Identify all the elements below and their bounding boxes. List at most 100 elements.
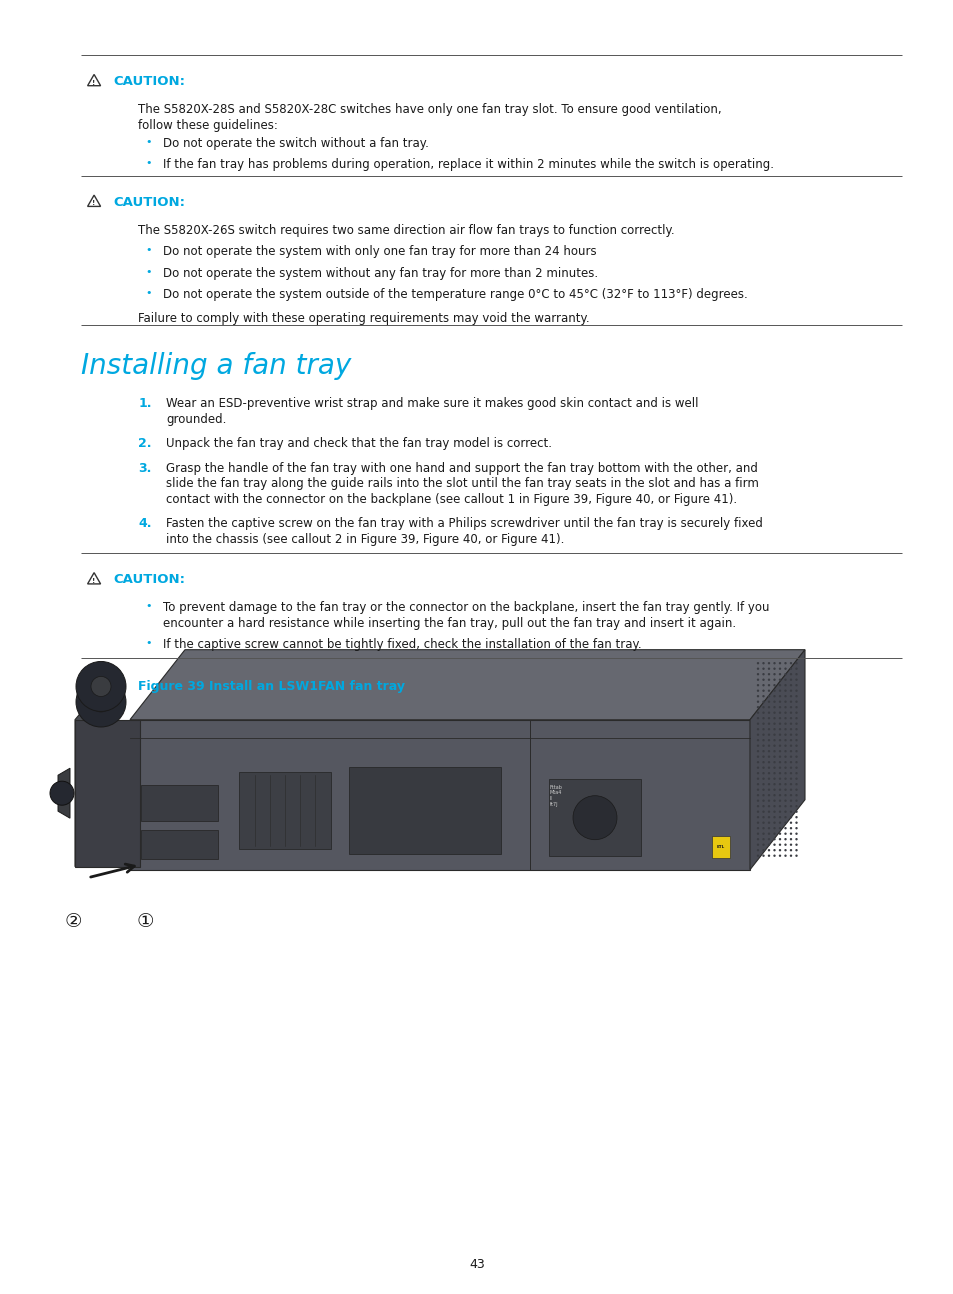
Circle shape: [789, 744, 791, 747]
Circle shape: [783, 795, 786, 796]
Circle shape: [761, 783, 764, 785]
Text: !: !: [92, 577, 95, 584]
Text: •: •: [145, 638, 152, 648]
Circle shape: [795, 766, 797, 769]
Circle shape: [778, 668, 781, 670]
Text: follow these guidelines:: follow these guidelines:: [138, 119, 278, 132]
Circle shape: [767, 822, 769, 824]
Text: Grasp the handle of the fan tray with one hand and support the fan tray bottom w: Grasp the handle of the fan tray with on…: [166, 462, 758, 475]
Circle shape: [783, 822, 786, 824]
Circle shape: [795, 695, 797, 697]
Circle shape: [773, 739, 775, 741]
Circle shape: [761, 751, 764, 752]
Circle shape: [795, 788, 797, 791]
Circle shape: [756, 712, 759, 714]
Circle shape: [795, 832, 797, 835]
Circle shape: [773, 717, 775, 719]
Circle shape: [767, 729, 769, 730]
Circle shape: [789, 700, 791, 703]
Text: CAUTION:: CAUTION:: [113, 573, 185, 586]
Text: 4.: 4.: [138, 518, 152, 531]
Circle shape: [783, 717, 786, 719]
Circle shape: [761, 839, 764, 840]
Circle shape: [789, 844, 791, 846]
Circle shape: [778, 805, 781, 807]
Text: !: !: [92, 79, 95, 85]
Circle shape: [783, 673, 786, 675]
Circle shape: [761, 756, 764, 758]
Circle shape: [789, 849, 791, 851]
Circle shape: [773, 766, 775, 769]
Text: If the captive screw cannot be tightly fixed, check the installation of the fan : If the captive screw cannot be tightly f…: [163, 638, 641, 651]
Circle shape: [767, 805, 769, 807]
Circle shape: [789, 695, 791, 697]
Circle shape: [773, 827, 775, 829]
Text: •: •: [145, 602, 152, 611]
Circle shape: [773, 761, 775, 763]
Circle shape: [773, 673, 775, 675]
Circle shape: [767, 663, 769, 664]
Text: •: •: [145, 158, 152, 168]
Circle shape: [756, 707, 759, 708]
Circle shape: [761, 854, 764, 857]
Circle shape: [778, 810, 781, 813]
Circle shape: [795, 783, 797, 785]
FancyBboxPatch shape: [141, 785, 218, 820]
Text: Failure to comply with these operating requirements may void the warranty.: Failure to comply with these operating r…: [138, 312, 589, 325]
Circle shape: [767, 690, 769, 692]
Circle shape: [783, 663, 786, 664]
Circle shape: [795, 668, 797, 670]
Circle shape: [789, 795, 791, 796]
Text: Do not operate the system with only one fan tray for more than 24 hours: Do not operate the system with only one …: [163, 245, 597, 259]
Circle shape: [795, 678, 797, 681]
Circle shape: [783, 788, 786, 791]
Circle shape: [76, 661, 126, 712]
Circle shape: [778, 734, 781, 736]
Polygon shape: [75, 678, 110, 867]
Circle shape: [761, 729, 764, 730]
FancyBboxPatch shape: [548, 779, 640, 855]
Circle shape: [761, 673, 764, 675]
Circle shape: [789, 761, 791, 763]
Circle shape: [783, 751, 786, 752]
Circle shape: [756, 756, 759, 758]
Circle shape: [789, 800, 791, 802]
Circle shape: [761, 761, 764, 763]
Text: The S5820X-26S switch requires two same direction air flow fan trays to function: The S5820X-26S switch requires two same …: [138, 224, 674, 237]
Circle shape: [778, 844, 781, 846]
Circle shape: [761, 744, 764, 747]
Circle shape: [756, 827, 759, 829]
Text: If the fan tray has problems during operation, replace it within 2 minutes while: If the fan tray has problems during oper…: [163, 158, 774, 171]
Circle shape: [761, 734, 764, 736]
Circle shape: [773, 854, 775, 857]
Text: ②: ②: [64, 912, 82, 930]
Circle shape: [778, 722, 781, 725]
Circle shape: [756, 810, 759, 813]
Circle shape: [783, 817, 786, 818]
Circle shape: [783, 773, 786, 774]
Circle shape: [761, 849, 764, 851]
Text: Do not operate the switch without a fan tray.: Do not operate the switch without a fan …: [163, 137, 429, 150]
Circle shape: [767, 827, 769, 829]
Circle shape: [773, 685, 775, 686]
Circle shape: [778, 756, 781, 758]
Circle shape: [778, 800, 781, 802]
FancyBboxPatch shape: [239, 771, 331, 849]
Circle shape: [783, 827, 786, 829]
Circle shape: [767, 668, 769, 670]
Circle shape: [761, 805, 764, 807]
Circle shape: [767, 734, 769, 736]
Circle shape: [756, 844, 759, 846]
Circle shape: [767, 832, 769, 835]
Text: Unpack the fan tray and check that the fan tray model is correct.: Unpack the fan tray and check that the f…: [166, 437, 552, 450]
Circle shape: [795, 722, 797, 725]
Circle shape: [789, 773, 791, 774]
Circle shape: [756, 663, 759, 664]
Circle shape: [795, 663, 797, 664]
Circle shape: [783, 844, 786, 846]
Circle shape: [761, 822, 764, 824]
Circle shape: [756, 783, 759, 785]
Circle shape: [761, 778, 764, 780]
Text: The S5820X-28S and S5820X-28C switches have only one fan tray slot. To ensure go: The S5820X-28S and S5820X-28C switches h…: [138, 104, 721, 116]
Circle shape: [789, 668, 791, 670]
